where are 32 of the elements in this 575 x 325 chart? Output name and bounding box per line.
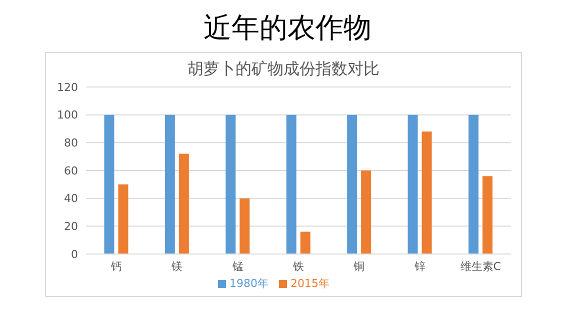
bar [408, 114, 418, 254]
y-tick-label: 80 [64, 136, 78, 150]
x-tick-label: 镁 [170, 260, 183, 273]
y-tick-label: 120 [57, 80, 78, 94]
chart-title: 近年的农作物 [202, 10, 372, 46]
bar [347, 114, 358, 254]
x-tick-label: 锌 [413, 260, 426, 273]
y-tick-label: 0 [71, 248, 78, 261]
bar [361, 170, 372, 254]
bar [226, 114, 236, 254]
x-tick-label: 铜 [352, 260, 365, 273]
bar [240, 198, 250, 254]
bar [286, 114, 296, 254]
y-tick-label: 60 [64, 164, 78, 178]
bar [300, 232, 310, 254]
x-tick-label: 维生素C [460, 260, 502, 273]
bar [468, 114, 478, 254]
y-tick-label: 100 [57, 108, 78, 122]
legend-label: 2015年 [290, 277, 330, 290]
bar [482, 176, 492, 254]
x-tick-label: 铁 [292, 260, 304, 273]
bar [164, 114, 175, 254]
bar [104, 114, 114, 254]
bar [178, 154, 189, 254]
legend-label: 1980年 [230, 277, 268, 290]
bar [118, 184, 128, 254]
chart-subtitle: 胡萝卜的矿物成份指数对比 [186, 59, 380, 80]
bar [422, 132, 432, 254]
x-tick-label: 钙 [110, 260, 122, 273]
y-tick-label: 40 [64, 192, 78, 206]
y-tick-label: 20 [64, 220, 78, 234]
x-tick-label: 锰 [231, 260, 244, 273]
